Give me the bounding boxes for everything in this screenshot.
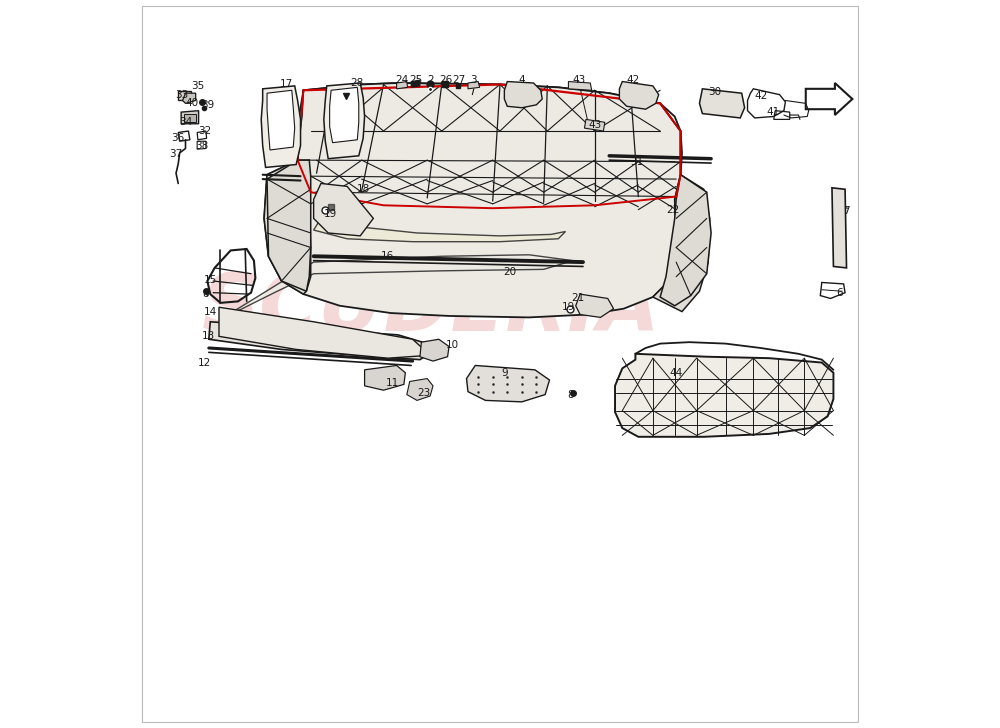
Text: 17: 17	[280, 79, 293, 90]
Polygon shape	[467, 365, 550, 402]
Text: 3: 3	[470, 75, 477, 85]
Text: 41: 41	[766, 107, 780, 117]
Text: 10: 10	[445, 340, 459, 350]
Text: 26: 26	[440, 75, 453, 85]
Polygon shape	[219, 307, 430, 358]
Polygon shape	[261, 86, 301, 167]
Text: 14: 14	[204, 306, 217, 317]
Polygon shape	[324, 83, 365, 159]
Polygon shape	[832, 188, 847, 268]
Text: 33: 33	[175, 90, 188, 100]
Text: 11: 11	[386, 378, 399, 388]
Text: 27: 27	[453, 75, 466, 85]
Polygon shape	[411, 80, 420, 87]
Polygon shape	[267, 90, 295, 150]
Polygon shape	[178, 91, 191, 100]
Text: 19: 19	[324, 209, 337, 219]
Polygon shape	[267, 160, 311, 291]
Text: 8: 8	[567, 389, 574, 400]
Text: 4: 4	[519, 75, 525, 85]
Text: 7: 7	[843, 206, 850, 216]
Polygon shape	[619, 82, 659, 109]
Text: 31: 31	[630, 157, 643, 167]
Text: 12: 12	[198, 357, 211, 368]
Polygon shape	[420, 339, 449, 361]
Text: 42: 42	[627, 75, 640, 85]
Polygon shape	[209, 322, 432, 360]
Polygon shape	[219, 255, 573, 320]
Polygon shape	[184, 114, 196, 122]
Text: 24: 24	[395, 75, 408, 85]
Text: 42: 42	[754, 91, 767, 101]
Text: 34: 34	[179, 116, 192, 127]
Text: 2: 2	[428, 75, 434, 85]
Text: 40: 40	[185, 98, 199, 108]
Polygon shape	[568, 82, 592, 90]
Polygon shape	[468, 82, 480, 89]
Polygon shape	[584, 119, 605, 131]
Polygon shape	[365, 365, 405, 390]
Polygon shape	[314, 183, 373, 236]
Text: 13: 13	[202, 331, 215, 341]
Text: 36: 36	[172, 133, 185, 143]
Polygon shape	[330, 87, 359, 143]
Text: 18: 18	[357, 184, 370, 194]
Text: 22: 22	[667, 205, 680, 215]
Text: 23: 23	[417, 388, 430, 398]
Polygon shape	[181, 111, 199, 124]
Text: 38: 38	[195, 141, 208, 151]
Polygon shape	[314, 218, 566, 242]
Text: 20: 20	[504, 267, 517, 277]
Text: 21: 21	[571, 293, 585, 304]
Text: 44: 44	[670, 368, 683, 378]
Polygon shape	[660, 175, 711, 306]
Polygon shape	[298, 83, 682, 210]
Polygon shape	[264, 83, 681, 317]
Text: 6: 6	[836, 288, 843, 298]
Polygon shape	[615, 354, 833, 437]
Polygon shape	[504, 82, 542, 108]
Polygon shape	[699, 89, 745, 118]
Text: 9: 9	[501, 368, 508, 378]
Text: 30: 30	[708, 87, 721, 97]
Text: 43: 43	[572, 75, 585, 85]
Text: 16: 16	[381, 251, 395, 261]
Polygon shape	[653, 175, 710, 312]
Text: SCUDERIA: SCUDERIA	[202, 270, 660, 349]
Polygon shape	[264, 160, 311, 294]
Text: 32: 32	[199, 126, 212, 136]
Polygon shape	[576, 294, 614, 317]
Text: 15: 15	[204, 274, 217, 285]
Polygon shape	[397, 82, 408, 89]
Text: 43: 43	[588, 120, 601, 130]
Text: 39: 39	[201, 100, 214, 110]
Polygon shape	[407, 379, 433, 400]
Polygon shape	[183, 93, 196, 103]
Text: 8: 8	[203, 289, 209, 299]
Text: 35: 35	[191, 81, 205, 91]
Text: 37: 37	[169, 149, 182, 159]
Text: 19: 19	[562, 302, 575, 312]
Text: 25: 25	[410, 75, 423, 85]
Text: 28: 28	[350, 78, 363, 88]
